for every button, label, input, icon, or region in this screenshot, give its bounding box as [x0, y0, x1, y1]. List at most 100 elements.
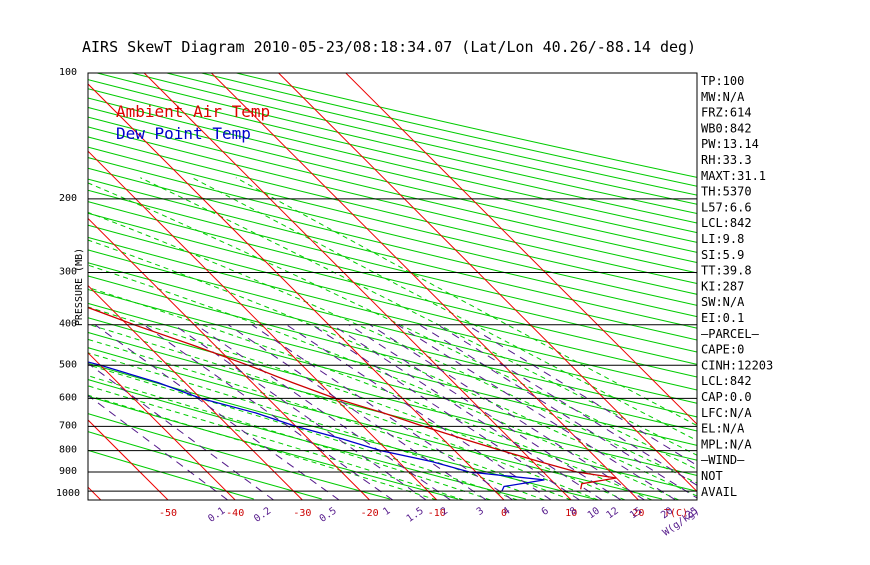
index-row: —PARCEL—	[701, 327, 760, 341]
y-tick-label: 600	[59, 392, 77, 403]
dry-adiabat	[88, 189, 697, 341]
y-tick-label: 300	[59, 267, 77, 278]
dry-adiabat	[88, 331, 697, 492]
ambient-air-temp-line	[88, 306, 617, 490]
dry-adiabat	[166, 73, 697, 196]
mixing-ratio-line	[286, 324, 552, 500]
moist-adiabat	[88, 385, 464, 500]
dry-adiabat	[88, 178, 697, 329]
index-row: TT:39.8	[701, 264, 752, 278]
bottom-temp-tick: 10	[565, 508, 577, 519]
index-row: LI:9.8	[701, 232, 744, 246]
chart-title: AIRS SkewT Diagram 2010-05-23/08:18:34.0…	[82, 38, 696, 56]
mixing-ratio-line	[369, 324, 645, 500]
mixing-ratio-line	[195, 324, 451, 500]
moist-adiabat	[88, 352, 545, 500]
plot-frame	[87, 72, 698, 501]
y-axis-label: PRESSURE (MB)	[74, 248, 85, 326]
index-row: CAPE:0	[701, 343, 744, 357]
index-row: CINH:12203	[701, 358, 773, 372]
moist-adiabat	[140, 177, 697, 456]
index-row: MW:N/A	[701, 90, 745, 104]
mixing-ratio-label: 2	[439, 505, 450, 517]
y-tick-label: 400	[59, 319, 77, 330]
grid-layer	[88, 73, 697, 500]
index-row: NOT	[701, 469, 723, 483]
isotherm	[143, 73, 572, 500]
mixing-ratio-label: 10	[586, 505, 602, 521]
dry-adiabat	[88, 136, 697, 285]
y-tick-label: 500	[59, 359, 77, 370]
index-row: WB0:842	[701, 121, 752, 135]
dry-adiabat	[88, 79, 697, 224]
legend-ambient-air-temp: Ambient Air Temp	[116, 102, 270, 121]
dry-adiabat	[88, 126, 697, 274]
mixing-ratio-line	[466, 324, 697, 466]
bottom-temp-tick: 20	[632, 508, 644, 519]
mixing-ratio-line	[311, 324, 580, 500]
index-row: RH:33.3	[701, 153, 752, 167]
dry-adiabat	[88, 288, 697, 446]
dry-adiabat	[88, 275, 697, 432]
y-tick-label: 900	[59, 466, 77, 477]
dry-adiabat	[88, 167, 697, 318]
dry-adiabat	[88, 201, 697, 353]
dry-adiabat	[88, 106, 697, 253]
legend: Ambient Air Temp Dew Point Temp	[116, 102, 270, 143]
index-row: LCL:842	[701, 374, 752, 388]
index-row: SI:5.9	[701, 248, 744, 262]
dry-adiabat	[88, 395, 458, 500]
mixing-ratio-line	[88, 394, 228, 500]
isotherm	[211, 73, 639, 500]
mixing-ratio-line	[331, 324, 603, 500]
dry-adiabat	[88, 302, 697, 461]
dry-adiabat	[88, 413, 390, 500]
index-row: CAP:0.0	[701, 390, 752, 404]
isotherm	[88, 352, 236, 500]
mixing-ratio-line	[143, 324, 394, 500]
dew-point-temp-line	[88, 361, 545, 492]
dry-adiabat	[88, 379, 526, 500]
dry-adiabat	[88, 262, 697, 418]
moist-adiabat	[88, 264, 679, 500]
dry-adiabat	[88, 249, 697, 404]
mixing-ratio-label: 8	[568, 505, 579, 517]
y-tick-label: 1000	[56, 488, 80, 499]
x-unit-label: T(C)	[664, 508, 688, 519]
index-row: TP:100	[701, 74, 744, 88]
bottom-temp-tick: -40	[226, 508, 244, 519]
index-row: —WIND—	[701, 453, 745, 467]
mixing-ratio-line	[88, 362, 274, 500]
dry-adiabat	[88, 157, 697, 306]
index-row: PW:13.14	[701, 137, 759, 151]
index-row: KI:287	[701, 279, 744, 293]
moist-adiabat	[88, 182, 697, 470]
axes-layer: 1002003004005006007008009001000PRESSURE …	[56, 67, 702, 539]
mixing-ratio-line	[348, 324, 622, 500]
index-row: L57:6.6	[701, 200, 752, 214]
dry-adiabat	[201, 73, 697, 187]
dry-adiabat	[88, 212, 697, 365]
moist-adiabat	[88, 375, 491, 500]
mixing-ratio-line	[227, 324, 487, 500]
series-layer	[88, 306, 617, 492]
moist-adiabat	[88, 286, 653, 500]
index-row: EL:N/A	[701, 422, 745, 436]
moist-adiabat	[88, 239, 697, 497]
dry-adiabat	[88, 97, 697, 243]
dry-adiabat	[88, 116, 697, 264]
mixing-ratio-label: 1	[381, 505, 392, 517]
isotherm	[88, 486, 102, 500]
mixing-ratio-label: 0.1	[206, 505, 227, 524]
index-row: FRZ:614	[701, 106, 752, 120]
isotherm	[88, 150, 438, 500]
dry-adiabat	[236, 73, 697, 178]
dry-adiabat	[97, 73, 697, 215]
mixing-ratio-label: 0.2	[252, 505, 273, 524]
index-row: AVAIL	[701, 485, 737, 499]
moist-adiabat	[88, 394, 437, 500]
dry-adiabat	[88, 362, 595, 500]
isotherm	[345, 73, 697, 425]
y-tick-label: 200	[59, 193, 77, 204]
